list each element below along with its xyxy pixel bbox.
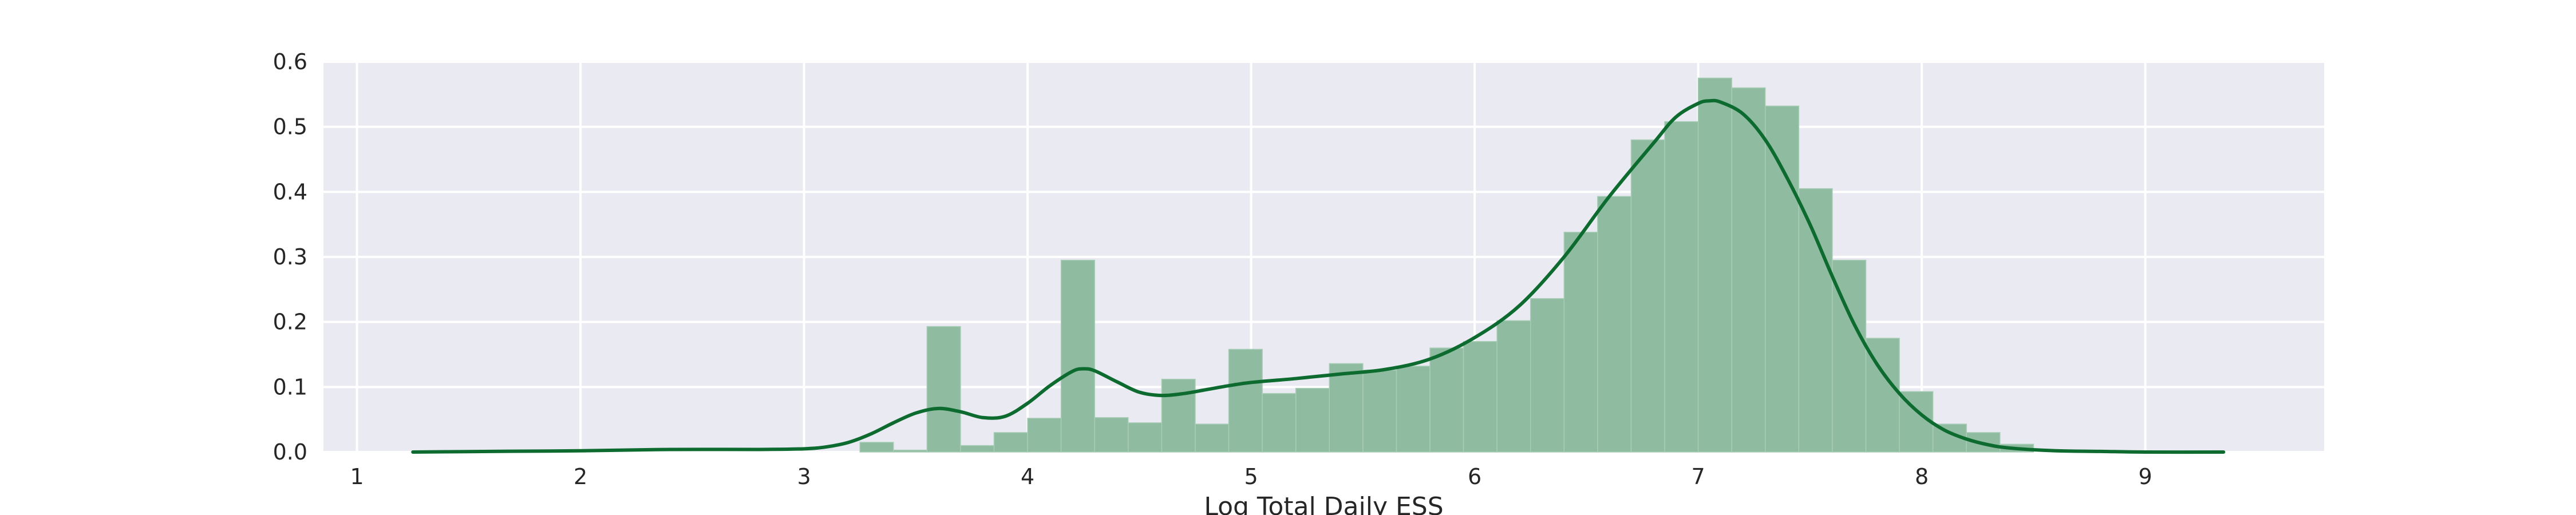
histogram-bar <box>926 326 961 453</box>
histogram-bar <box>1161 378 1196 453</box>
histogram-bar <box>859 442 894 453</box>
histogram-bar <box>1295 387 1330 453</box>
x-tick-label: 2 <box>574 464 587 489</box>
histogram-bar <box>1664 121 1699 453</box>
histogram-bar <box>1530 298 1565 453</box>
x-axis-label: Log Total Daily ESS <box>1204 492 1443 515</box>
histogram-bar <box>1798 188 1833 453</box>
y-tick-label: 0.5 <box>273 114 307 140</box>
histogram-bar <box>1731 87 1766 453</box>
histogram-bar <box>1496 320 1531 453</box>
histogram-bar <box>1429 347 1464 453</box>
y-tick-label: 0.1 <box>273 374 307 399</box>
histogram-bar <box>1262 393 1297 453</box>
histogram-bar <box>1329 363 1364 453</box>
histogram-bars <box>859 77 2034 453</box>
histogram-bar <box>1764 105 1800 453</box>
x-tick-label: 8 <box>1915 464 1929 489</box>
y-tick-label: 0.3 <box>273 244 307 270</box>
x-tick-label: 6 <box>1468 464 1481 489</box>
histogram-bar <box>960 445 995 453</box>
y-axis-ticks: 0.0 0.1 0.2 0.3 0.4 0.5 0.6 <box>273 49 307 465</box>
x-tick-label: 7 <box>1691 464 1705 489</box>
histogram-bar <box>1563 232 1598 453</box>
histogram-bar <box>1027 418 1062 453</box>
kde-curve <box>411 98 2226 454</box>
x-tick-label: 9 <box>2139 464 2152 489</box>
x-tick-label: 1 <box>350 464 364 489</box>
x-axis-ticks: 1 2 3 4 5 6 7 8 9 <box>350 464 2152 489</box>
histogram-bar <box>993 432 1028 453</box>
histogram-bar <box>1630 139 1665 453</box>
histogram-bar <box>1362 370 1397 453</box>
y-tick-label: 0.2 <box>273 310 307 335</box>
y-tick-label: 0.4 <box>273 179 307 204</box>
histogram-bar <box>1195 423 1230 453</box>
x-tick-label: 5 <box>1244 464 1258 489</box>
x-tick-label: 4 <box>1021 464 1034 489</box>
histogram-bar <box>1463 341 1498 453</box>
y-tick-label: 0.0 <box>273 439 307 465</box>
histogram-bar <box>1396 366 1431 453</box>
histogram-bar <box>1228 348 1263 453</box>
histogram-bar <box>1832 259 1867 453</box>
histogram-bar <box>1094 417 1129 453</box>
histogram-bar <box>1128 422 1163 453</box>
histogram-bar <box>893 449 928 453</box>
kde-line <box>411 98 2226 454</box>
histogram-bar <box>1060 259 1095 453</box>
x-tick-label: 3 <box>797 464 811 489</box>
y-tick-label: 0.6 <box>273 49 307 74</box>
histogram-bar <box>1697 77 1732 453</box>
histogram-bar <box>1597 196 1632 453</box>
